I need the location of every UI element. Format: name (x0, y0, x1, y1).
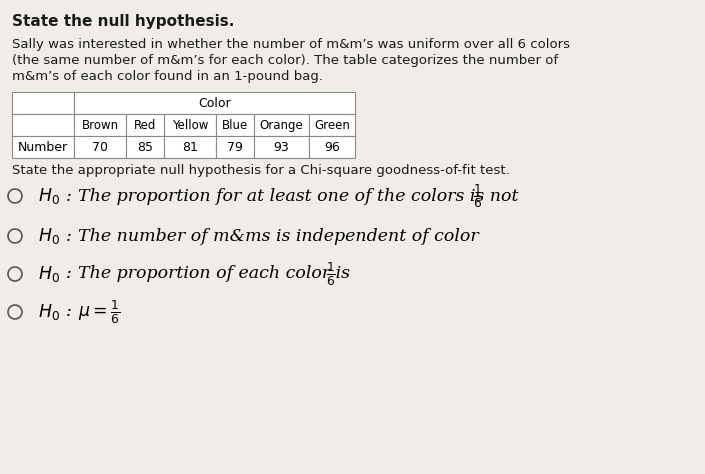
Text: The proportion for at least one of the colors is not: The proportion for at least one of the c… (78, 188, 524, 204)
Text: (the same number of m&m’s for each color). The table categorizes the number of: (the same number of m&m’s for each color… (12, 54, 558, 67)
Bar (216, 114, 254, 136)
Bar (164, 114, 216, 136)
Text: $H_0$: $H_0$ (38, 302, 60, 322)
Text: :: : (66, 303, 72, 320)
Text: $H_0$: $H_0$ (38, 226, 60, 246)
Text: 85: 85 (137, 140, 153, 154)
Text: $\frac{1}{6}$: $\frac{1}{6}$ (473, 182, 483, 210)
Text: 79: 79 (227, 140, 243, 154)
Bar (254, 136, 309, 158)
Text: 96: 96 (324, 140, 340, 154)
Bar (309, 136, 355, 158)
Text: :: : (66, 228, 72, 245)
Text: Green: Green (314, 118, 350, 131)
Text: Number: Number (18, 140, 68, 154)
Text: $\frac{1}{6}$: $\frac{1}{6}$ (326, 260, 336, 288)
Text: Sally was interested in whether the number of m&m’s was uniform over all 6 color: Sally was interested in whether the numb… (12, 38, 570, 51)
Text: $H_0$: $H_0$ (38, 186, 60, 206)
Bar (12, 136, 74, 158)
Text: :: : (66, 265, 72, 283)
Text: Orange: Orange (259, 118, 303, 131)
Text: 81: 81 (182, 140, 198, 154)
Text: State the appropriate null hypothesis for a Chi-square goodness-of-fit test.: State the appropriate null hypothesis fo… (12, 164, 510, 177)
Bar (12, 92, 74, 114)
Bar (74, 114, 126, 136)
Text: Blue: Blue (222, 118, 248, 131)
Bar (216, 136, 254, 158)
Text: :: : (66, 188, 72, 204)
Text: m&m’s of each color found in an 1-pound bag.: m&m’s of each color found in an 1-pound … (12, 70, 323, 83)
Text: 70: 70 (92, 140, 108, 154)
Text: 93: 93 (274, 140, 289, 154)
Text: $H_0$: $H_0$ (38, 264, 60, 284)
Text: Yellow: Yellow (172, 118, 208, 131)
Text: Brown: Brown (82, 118, 118, 131)
Text: Color: Color (198, 97, 231, 109)
Text: $\mu = \frac{1}{6}$: $\mu = \frac{1}{6}$ (78, 298, 121, 326)
Text: The proportion of each color is: The proportion of each color is (78, 265, 355, 283)
Bar (164, 136, 216, 158)
Text: The number of m&ms is independent of color: The number of m&ms is independent of col… (78, 228, 479, 245)
Text: Red: Red (134, 118, 157, 131)
Bar (254, 114, 309, 136)
Bar (12, 114, 74, 136)
Bar (126, 114, 164, 136)
Bar (126, 136, 164, 158)
Bar (74, 92, 355, 114)
Text: State the null hypothesis.: State the null hypothesis. (12, 14, 234, 29)
Bar (309, 114, 355, 136)
Bar (74, 136, 126, 158)
